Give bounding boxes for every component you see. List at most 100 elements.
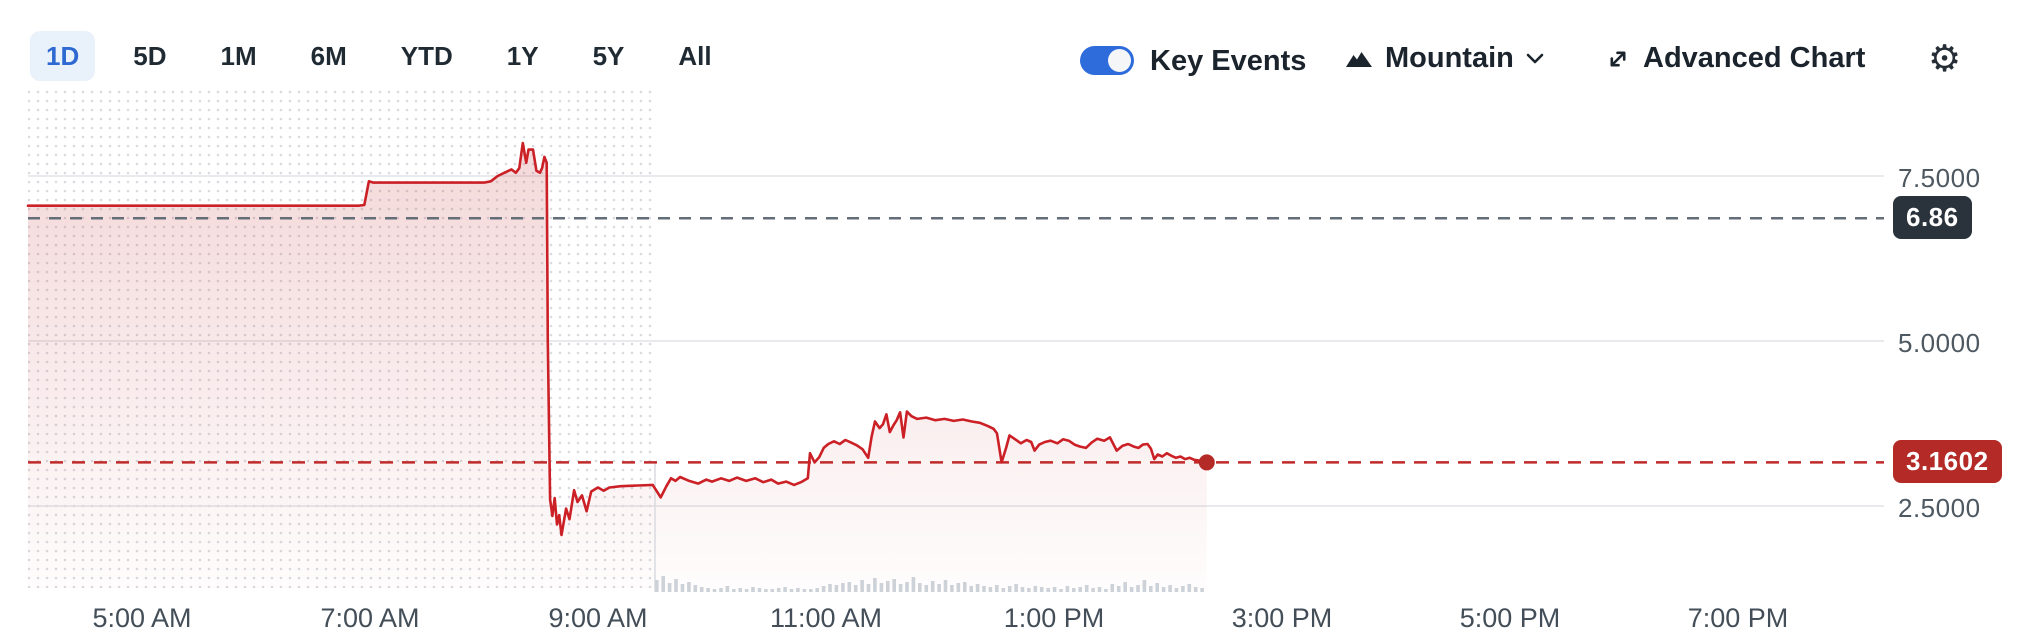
- volume-bar: [1168, 585, 1172, 592]
- volume-bar: [918, 583, 922, 592]
- chart-toolbar: 1D 5D 1M 6M YTD 1Y 5Y All Key Events Mou…: [0, 0, 2020, 88]
- chevron-down-icon: [1526, 53, 1544, 65]
- volume-bar: [873, 578, 877, 592]
- previous-close-badge: 6.86: [1893, 196, 1972, 240]
- volume-bar: [674, 579, 678, 592]
- volume-bar: [853, 585, 858, 592]
- volume-bar: [1123, 582, 1127, 592]
- volume-bar: [950, 585, 954, 592]
- volume-bar: [1039, 587, 1044, 592]
- volume-bar: [809, 589, 813, 592]
- volume-bar: [1097, 587, 1102, 592]
- volume-bar: [975, 584, 980, 592]
- volume-bar: [693, 585, 698, 592]
- volume-bar: [699, 587, 704, 592]
- volume-bar: [719, 588, 723, 592]
- volume-bar: [1149, 586, 1153, 592]
- volume-bar: [1020, 587, 1025, 592]
- chart-type-label: Mountain: [1385, 42, 1514, 74]
- volume-bar: [1200, 588, 1204, 592]
- advanced-chart-label: Advanced Chart: [1643, 42, 1866, 74]
- volume-bar: [1181, 586, 1185, 592]
- toggle-knob: [1108, 49, 1131, 72]
- volume-bar: [1007, 586, 1012, 592]
- x-axis-label: 5:00 AM: [92, 603, 192, 633]
- price-area-fill: [28, 143, 1207, 588]
- volume-bar: [1027, 588, 1031, 592]
- volume-bar: [1001, 588, 1006, 592]
- tab-1y[interactable]: 1Y: [491, 31, 555, 81]
- volume-bar: [1084, 585, 1089, 592]
- volume-bar: [879, 583, 884, 592]
- tab-1m[interactable]: 1M: [205, 31, 273, 81]
- volume-bar: [1129, 587, 1134, 592]
- volume-bar: [789, 589, 794, 592]
- volume-bar: [892, 579, 896, 592]
- volume-bar: [667, 583, 672, 592]
- volume-bar: [1078, 587, 1082, 592]
- tab-ytd[interactable]: YTD: [385, 31, 469, 81]
- last-trade-dot: [1198, 454, 1215, 471]
- x-axis-label: 3:00 PM: [1231, 603, 1333, 633]
- volume-bar: [1065, 586, 1070, 592]
- volume-bar: [1059, 589, 1063, 592]
- volume-bar: [937, 584, 941, 592]
- volume-bar: [982, 586, 986, 592]
- volume-bar: [828, 584, 832, 592]
- volume-bar: [1193, 587, 1198, 592]
- key-events-toggle[interactable]: [1080, 46, 1134, 75]
- volume-bar: [898, 584, 903, 592]
- x-axis-label: 1:00 PM: [1003, 603, 1105, 633]
- tab-5d[interactable]: 5D: [117, 31, 182, 81]
- gear-icon[interactable]: ⚙: [1928, 37, 1962, 80]
- volume-bar: [1155, 583, 1159, 592]
- volume-bar: [956, 583, 961, 592]
- x-axis-label: 5:00 PM: [1459, 603, 1561, 633]
- volume-bar: [738, 588, 742, 592]
- volume-bar: [969, 586, 973, 592]
- volume-bar: [924, 585, 929, 592]
- volume-bar: [757, 588, 762, 592]
- volume-bar: [687, 582, 691, 592]
- volume-bar: [1116, 586, 1121, 592]
- tab-1d[interactable]: 1D: [30, 31, 96, 81]
- volume-bar: [847, 582, 852, 592]
- volume-bar: [866, 584, 871, 592]
- volume-bar: [841, 583, 845, 592]
- y-axis-label: 2.5000: [1898, 493, 1981, 523]
- volume-bar: [751, 587, 755, 592]
- x-axis-label: 9:00 AM: [548, 603, 648, 633]
- volume-bar: [1033, 586, 1038, 592]
- key-events-label: Key Events: [1150, 45, 1307, 77]
- y-axis-label: 7.5000: [1898, 163, 1981, 193]
- tab-5y[interactable]: 5Y: [577, 31, 641, 81]
- volume-bar: [905, 582, 909, 592]
- volume-bar: [1187, 584, 1192, 592]
- y-axis-label: 5.0000: [1898, 328, 1981, 358]
- volume-bar: [770, 589, 775, 592]
- x-axis-label: 7:00 AM: [320, 603, 420, 633]
- volume-bar: [963, 582, 967, 592]
- chart-type-dropdown[interactable]: Mountain: [1345, 42, 1544, 75]
- volume-bar: [1052, 587, 1057, 592]
- volume-bar: [776, 588, 781, 592]
- volume-bar: [1046, 588, 1050, 592]
- volume-bar: [712, 589, 717, 592]
- x-axis-label: 11:00 AM: [769, 603, 883, 633]
- volume-bar: [732, 589, 736, 592]
- tab-6m[interactable]: 6M: [295, 31, 363, 81]
- advanced-chart-button[interactable]: Advanced Chart: [1605, 42, 1865, 75]
- volume-bar: [655, 580, 659, 592]
- tab-all[interactable]: All: [662, 31, 727, 81]
- volume-bar: [930, 581, 935, 592]
- volume-bar: [834, 585, 839, 592]
- volume-bar: [1104, 589, 1108, 592]
- time-range-tabs: 1D 5D 1M 6M YTD 1Y 5Y All: [30, 31, 728, 81]
- volume-bar: [988, 587, 993, 592]
- last-price-badge: 3.1602: [1893, 440, 2002, 484]
- price-line: [26, 141, 1209, 537]
- volume-bar: [661, 576, 665, 592]
- mountain-icon: [1345, 49, 1373, 68]
- volume-bar: [802, 589, 807, 592]
